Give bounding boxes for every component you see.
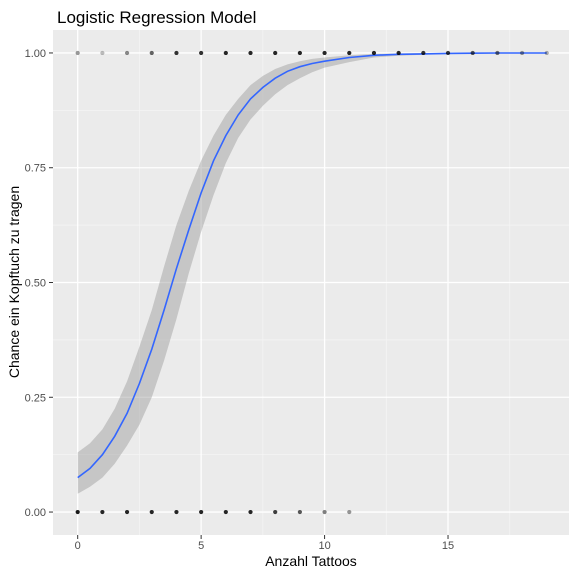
points-layer [75,50,549,515]
data-point [371,50,377,56]
data-point [421,50,426,56]
data-point [470,50,475,56]
data-point [445,50,451,56]
data-point [248,509,253,515]
y-tick-label: 1.00 [25,48,46,60]
data-point [273,509,278,515]
data-point [519,50,525,56]
confidence-band-layer [77,53,547,494]
y-tick-label: 0.75 [25,163,46,175]
data-point [495,50,500,56]
data-point [223,50,228,56]
data-point [75,509,80,515]
data-point [248,50,253,56]
data-point [347,50,352,56]
data-point [297,509,302,515]
data-point [174,50,179,56]
data-point [223,509,228,515]
data-point [75,50,80,56]
chart-title: Logistic Regression Model [57,8,256,27]
data-point [124,509,130,515]
data-point [396,50,401,56]
x-axis-label: Anzahl Tattoos [265,553,357,569]
y-axis-label: Chance ein Kopftuch zu tragen [6,186,22,378]
fit-line-layer [77,52,547,479]
x-tick-label: 10 [318,540,330,552]
data-point [100,50,105,56]
axes-layer: 0 5 10 15 0.00 0.25 0.50 0.75 1.00 [25,48,455,552]
data-point [174,509,179,515]
y-tick-label: 0.25 [25,392,46,404]
data-point [347,509,352,515]
x-tick-label: 0 [75,540,81,552]
data-point [322,509,327,515]
data-point [199,50,204,56]
fit-line [77,52,547,479]
grid-layer [53,30,569,535]
data-point [100,509,105,515]
data-point [322,50,327,56]
y-tick-label: 0.50 [25,278,46,290]
confidence-band [77,53,547,494]
data-point [544,50,549,56]
x-tick-label: 15 [442,540,454,552]
data-point [199,509,204,515]
data-point [149,50,154,56]
x-tick-label: 5 [198,540,204,552]
data-point [297,50,302,56]
data-point [124,50,130,56]
data-point [149,509,154,515]
y-tick-label: 0.00 [25,507,46,519]
data-point [273,50,278,56]
